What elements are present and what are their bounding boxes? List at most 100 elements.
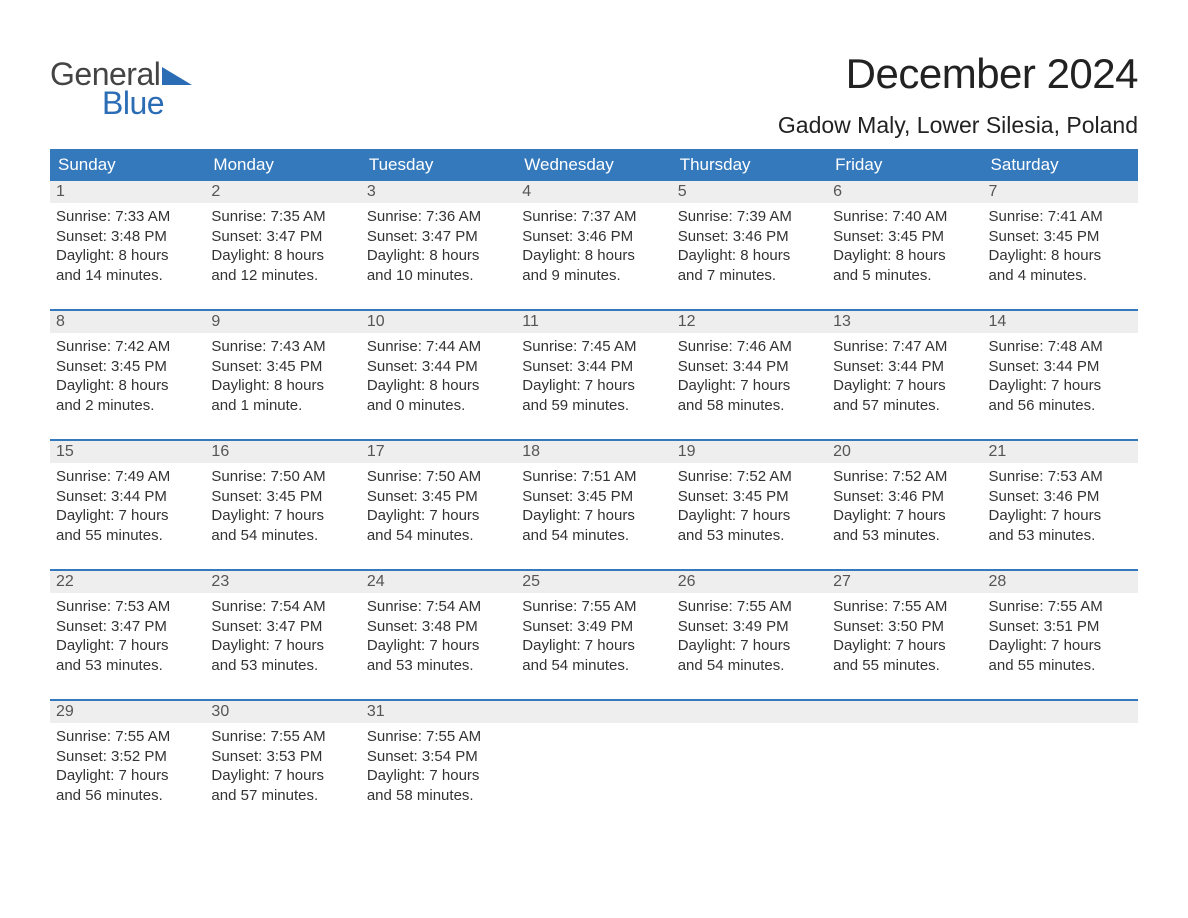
day-body (516, 723, 671, 737)
day-sunrise: Sunrise: 7:54 AM (367, 597, 510, 617)
day-d2: and 1 minute. (211, 396, 354, 416)
calendar-day: 5Sunrise: 7:39 AMSunset: 3:46 PMDaylight… (672, 181, 827, 309)
day-sunset: Sunset: 3:54 PM (367, 747, 510, 767)
day-number-row (827, 701, 982, 723)
day-sunrise: Sunrise: 7:35 AM (211, 207, 354, 227)
calendar-day: 15Sunrise: 7:49 AMSunset: 3:44 PMDayligh… (50, 441, 205, 569)
day-number: 31 (367, 703, 385, 720)
day-d2: and 54 minutes. (367, 526, 510, 546)
day-d1: Daylight: 8 hours (56, 376, 199, 396)
day-d1: Daylight: 8 hours (56, 246, 199, 266)
day-number: 17 (367, 443, 385, 460)
day-sunrise: Sunrise: 7:55 AM (833, 597, 976, 617)
day-sunrise: Sunrise: 7:48 AM (989, 337, 1132, 357)
calendar-day (983, 701, 1138, 829)
day-sunrise: Sunrise: 7:42 AM (56, 337, 199, 357)
day-number: 3 (367, 183, 376, 200)
day-number-row: 5 (672, 181, 827, 203)
day-d2: and 56 minutes. (989, 396, 1132, 416)
day-sunset: Sunset: 3:45 PM (367, 487, 510, 507)
day-number: 11 (522, 313, 539, 330)
day-d2: and 55 minutes. (989, 656, 1132, 676)
day-sunset: Sunset: 3:45 PM (989, 227, 1132, 247)
day-d2: and 58 minutes. (678, 396, 821, 416)
day-d1: Daylight: 8 hours (211, 246, 354, 266)
day-body: Sunrise: 7:54 AMSunset: 3:48 PMDaylight:… (361, 593, 516, 685)
day-sunrise: Sunrise: 7:54 AM (211, 597, 354, 617)
day-number-row: 7 (983, 181, 1138, 203)
calendar-day: 21Sunrise: 7:53 AMSunset: 3:46 PMDayligh… (983, 441, 1138, 569)
day-d2: and 54 minutes. (522, 656, 665, 676)
calendar-day: 20Sunrise: 7:52 AMSunset: 3:46 PMDayligh… (827, 441, 982, 569)
day-body: Sunrise: 7:55 AMSunset: 3:52 PMDaylight:… (50, 723, 205, 815)
dow-sunday: Sunday (50, 149, 205, 181)
day-number-row: 17 (361, 441, 516, 463)
day-number: 28 (989, 573, 1007, 590)
day-number: 27 (833, 573, 851, 590)
day-body: Sunrise: 7:40 AMSunset: 3:45 PMDaylight:… (827, 203, 982, 295)
day-sunrise: Sunrise: 7:39 AM (678, 207, 821, 227)
day-d2: and 57 minutes. (211, 786, 354, 806)
calendar-day: 16Sunrise: 7:50 AMSunset: 3:45 PMDayligh… (205, 441, 360, 569)
day-sunrise: Sunrise: 7:46 AM (678, 337, 821, 357)
calendar-day (672, 701, 827, 829)
day-sunrise: Sunrise: 7:52 AM (678, 467, 821, 487)
day-d1: Daylight: 8 hours (678, 246, 821, 266)
calendar-day: 13Sunrise: 7:47 AMSunset: 3:44 PMDayligh… (827, 311, 982, 439)
day-sunset: Sunset: 3:47 PM (56, 617, 199, 637)
logo-triangle-icon (162, 63, 192, 90)
day-sunset: Sunset: 3:45 PM (522, 487, 665, 507)
day-sunset: Sunset: 3:51 PM (989, 617, 1132, 637)
calendar-week: 29Sunrise: 7:55 AMSunset: 3:52 PMDayligh… (50, 699, 1138, 829)
day-d2: and 53 minutes. (678, 526, 821, 546)
day-body: Sunrise: 7:55 AMSunset: 3:54 PMDaylight:… (361, 723, 516, 815)
day-number: 13 (833, 313, 851, 330)
dow-monday: Monday (205, 149, 360, 181)
day-d2: and 55 minutes. (833, 656, 976, 676)
day-d1: Daylight: 7 hours (678, 636, 821, 656)
day-number-row: 9 (205, 311, 360, 333)
day-body: Sunrise: 7:50 AMSunset: 3:45 PMDaylight:… (205, 463, 360, 555)
calendar-day: 24 Sunrise: 7:54 AMSunset: 3:48 PMDayligh… (361, 571, 516, 699)
day-body: Sunrise: 7:45 AMSunset: 3:44 PMDaylight:… (516, 333, 671, 425)
calendar-day: 7Sunrise: 7:41 AMSunset: 3:45 PMDaylight… (983, 181, 1138, 309)
day-d1: Daylight: 7 hours (522, 636, 665, 656)
day-sunset: Sunset: 3:47 PM (211, 617, 354, 637)
header: General Blue December 2024 Gadow Maly, L… (50, 50, 1138, 139)
day-body (983, 723, 1138, 737)
day-d2: and 53 minutes. (989, 526, 1132, 546)
day-number: 24 (367, 573, 385, 590)
day-number-row: 13 (827, 311, 982, 333)
day-number-row (983, 701, 1138, 723)
calendar-day: 28Sunrise: 7:55 AMSunset: 3:51 PMDayligh… (983, 571, 1138, 699)
day-sunrise: Sunrise: 7:55 AM (367, 727, 510, 747)
day-sunset: Sunset: 3:52 PM (56, 747, 199, 767)
day-number-row: 20 (827, 441, 982, 463)
day-number-row: 23 (205, 571, 360, 593)
day-d2: and 54 minutes. (522, 526, 665, 546)
day-body: Sunrise: 7:41 AMSunset: 3:45 PMDaylight:… (983, 203, 1138, 295)
day-number-row: 16 (205, 441, 360, 463)
calendar-day: 19Sunrise: 7:52 AMSunset: 3:45 PMDayligh… (672, 441, 827, 569)
calendar-day: 22Sunrise: 7:53 AMSunset: 3:47 PMDayligh… (50, 571, 205, 699)
day-sunset: Sunset: 3:44 PM (833, 357, 976, 377)
day-body: Sunrise: 7:55 AMSunset: 3:53 PMDaylight:… (205, 723, 360, 815)
day-body: Sunrise: 7:52 AMSunset: 3:46 PMDaylight:… (827, 463, 982, 555)
calendar-day: 3Sunrise: 7:36 AMSunset: 3:47 PMDaylight… (361, 181, 516, 309)
day-sunset: Sunset: 3:45 PM (678, 487, 821, 507)
day-body: Sunrise: 7:44 AMSunset: 3:44 PMDaylight:… (361, 333, 516, 425)
calendar-day: 2Sunrise: 7:35 AMSunset: 3:47 PMDaylight… (205, 181, 360, 309)
day-d1: Daylight: 7 hours (678, 506, 821, 526)
day-body: Sunrise: 7:43 AMSunset: 3:45 PMDaylight:… (205, 333, 360, 425)
day-d1: Daylight: 7 hours (211, 766, 354, 786)
calendar-day: 11 Sunrise: 7:45 AMSunset: 3:44 PMDayligh… (516, 311, 671, 439)
day-body: Sunrise: 7:53 AMSunset: 3:46 PMDaylight:… (983, 463, 1138, 555)
calendar-day: 10Sunrise: 7:44 AMSunset: 3:44 PMDayligh… (361, 311, 516, 439)
calendar-day (827, 701, 982, 829)
calendar-day: 4Sunrise: 7:37 AMSunset: 3:46 PMDaylight… (516, 181, 671, 309)
day-number: 29 (56, 703, 74, 720)
day-number: 14 (989, 313, 1007, 330)
day-d2: and 7 minutes. (678, 266, 821, 286)
day-sunset: Sunset: 3:47 PM (367, 227, 510, 247)
day-d1: Daylight: 7 hours (211, 636, 354, 656)
